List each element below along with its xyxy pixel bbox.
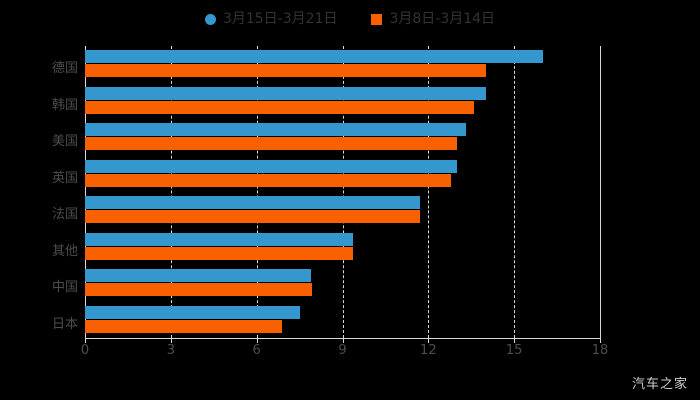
x-tick-label-6: 6 xyxy=(252,343,261,358)
y-tick-label-7: 日本 xyxy=(51,316,78,332)
y-tick-label-0: 德国 xyxy=(51,61,78,76)
chart-legend: 3月15日-3月21日 3月8日-3月14日 xyxy=(0,6,700,32)
bar-group xyxy=(85,232,600,260)
bar-0-0[interactable] xyxy=(85,50,543,63)
bar-group xyxy=(85,269,600,296)
legend-marker-square-icon xyxy=(371,13,383,25)
legend-item-series-1[interactable]: 3月8日-3月14日 xyxy=(371,12,495,26)
y-axis-tick-labels: 德国韩国美国英国法国其他中国日本 xyxy=(0,46,78,338)
gridline-x-12 xyxy=(428,46,430,338)
legend-marker-circle-icon xyxy=(204,13,216,25)
x-tick-mark-18 xyxy=(600,338,601,343)
y-tick-label-1: 韩国 xyxy=(51,97,78,113)
bar-1-6[interactable] xyxy=(85,283,313,296)
bar-group xyxy=(85,50,600,77)
bar-0-6[interactable] xyxy=(85,269,312,282)
bar-group xyxy=(85,123,600,150)
x-tick-label-0: 0 xyxy=(80,343,90,358)
legend-label-series-0: 3月15日-3月21日 xyxy=(222,11,338,27)
bar-1-3[interactable] xyxy=(85,173,452,187)
bar-1-5[interactable] xyxy=(85,246,353,260)
gridline-x-18 xyxy=(600,46,602,338)
x-axis-tick-labels: 0 3 6 9 12 15 18 xyxy=(0,344,700,364)
bar-0-5[interactable] xyxy=(85,232,353,246)
x-tick-label-12: 12 xyxy=(420,343,437,358)
x-tick-mark-12 xyxy=(428,338,430,343)
bar-group xyxy=(85,305,600,333)
bar-0-3[interactable] xyxy=(85,159,457,173)
bar-1-2[interactable] xyxy=(85,137,457,150)
plot-area xyxy=(85,46,602,338)
gridline-x-3 xyxy=(170,46,173,338)
bar-1-4[interactable] xyxy=(85,210,420,223)
gridline-x-9 xyxy=(342,46,345,338)
x-tick-label-18: 18 xyxy=(591,343,609,358)
gridline-x-15 xyxy=(514,46,516,338)
watermark-label: 汽车之家 xyxy=(631,377,688,392)
bar-1-7[interactable] xyxy=(85,319,283,333)
bar-0-2[interactable] xyxy=(85,123,466,136)
x-tick-label-3: 3 xyxy=(166,343,175,358)
bar-0-1[interactable] xyxy=(85,86,486,100)
bar-1-0[interactable] xyxy=(85,64,486,77)
legend-item-series-0[interactable]: 3月15日-3月21日 xyxy=(204,11,338,27)
x-tick-label-9: 9 xyxy=(338,343,347,358)
gridline-x-6 xyxy=(256,46,259,338)
x-tick-mark-0 xyxy=(85,338,86,343)
x-tick-mark-6 xyxy=(256,338,258,343)
y-tick-label-5: 其他 xyxy=(51,243,78,259)
bar-group xyxy=(85,159,600,187)
x-tick-mark-3 xyxy=(170,338,172,343)
y-tick-label-3: 英国 xyxy=(51,170,78,186)
x-tick-label-15: 15 xyxy=(505,343,523,358)
y-tick-label-6: 中国 xyxy=(51,280,78,295)
y-tick-label-4: 法国 xyxy=(51,207,78,222)
x-tick-mark-15 xyxy=(514,338,516,343)
bar-0-7[interactable] xyxy=(85,305,300,319)
bar-group xyxy=(85,86,600,114)
bar-1-1[interactable] xyxy=(85,100,475,114)
bar-group xyxy=(85,196,600,223)
legend-label-series-1: 3月8日-3月14日 xyxy=(389,11,496,27)
y-axis-line xyxy=(85,46,86,338)
bar-0-4[interactable] xyxy=(85,196,420,209)
y-tick-label-2: 美国 xyxy=(51,134,78,149)
x-tick-mark-9 xyxy=(342,338,344,343)
